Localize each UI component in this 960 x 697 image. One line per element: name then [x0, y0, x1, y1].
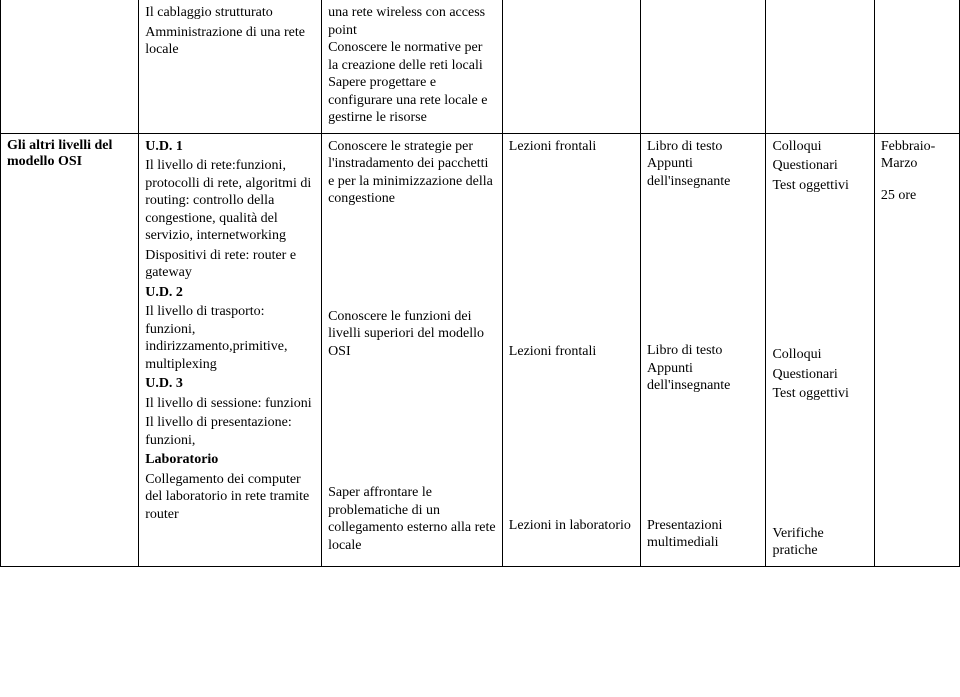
ud-body: Collegamento dei computer del laboratori… [145, 471, 315, 524]
material-block: Libro di testo Appunti dell'insegnante [647, 138, 759, 191]
ud-heading: U.D. 2 [145, 285, 183, 300]
cell-objectives-cont: una rete wireless con access point Conos… [322, 0, 503, 133]
cell-objectives: Conoscere le strategie per l'instradamen… [322, 133, 503, 566]
eval-line: Test oggettivi [772, 385, 867, 403]
eval-line: Colloqui [772, 346, 867, 364]
content-line: Amministrazione di una rete locale [145, 24, 315, 59]
cell-contents-cont: Il cablaggio strutturato Amministrazione… [139, 0, 322, 133]
cell-topic: Gli altri livelli del modello OSI [1, 133, 139, 566]
cell-methods: Lezioni frontali Lezioni frontali Lezion… [502, 133, 640, 566]
ud-body: Il livello di rete:funzioni, protocolli … [145, 157, 315, 245]
ud-body: Il livello di presentazione: funzioni, [145, 414, 315, 449]
topic-title: Gli altri livelli del modello OSI [7, 138, 112, 169]
curriculum-table: Il cablaggio strutturato Amministrazione… [0, 0, 960, 567]
eval-line: Questionari [772, 366, 867, 384]
objective-block: Conoscere le strategie per l'instradamen… [328, 138, 496, 208]
cell-contents: U.D. 1 Il livello di rete:funzioni, prot… [139, 133, 322, 566]
material-block: Libro di testo Appunti dell'insegnante [647, 342, 759, 395]
ud-body: Il livello di trasporto: funzioni, indir… [145, 303, 315, 373]
ud-heading: U.D. 3 [145, 376, 183, 391]
eval-line: Test oggettivi [772, 177, 867, 195]
cell-period: Febbraio-Marzo 25 ore [874, 133, 959, 566]
content-line: Il cablaggio strutturato [145, 4, 315, 22]
lab-heading: Laboratorio [145, 452, 218, 467]
cell-empty [641, 0, 766, 133]
table-row: Gli altri livelli del modello OSI U.D. 1… [1, 133, 960, 566]
material-block: Presentazioni multimediali [647, 517, 759, 552]
cell-empty [502, 0, 640, 133]
cell-evaluation: Colloqui Questionari Test oggettivi Coll… [766, 133, 874, 566]
method-block: Lezioni in laboratorio [509, 517, 634, 535]
method-block: Lezioni frontali [509, 138, 634, 156]
cell-topic-cont [1, 0, 139, 133]
cell-empty [874, 0, 959, 133]
eval-line: Questionari [772, 157, 867, 175]
ud-body: Dispositivi di rete: router e gateway [145, 247, 315, 282]
cell-empty [766, 0, 874, 133]
table-row: Il cablaggio strutturato Amministrazione… [1, 0, 960, 133]
period-text: Febbraio-Marzo [881, 138, 953, 173]
hours-text: 25 ore [881, 187, 953, 205]
eval-line: Colloqui [772, 138, 867, 156]
ud-body: Il livello di sessione: funzioni [145, 395, 315, 413]
objective-block: Saper affrontare le problematiche di un … [328, 484, 496, 554]
objective-block: Conoscere le funzioni dei livelli superi… [328, 308, 496, 361]
cell-materials: Libro di testo Appunti dell'insegnante L… [641, 133, 766, 566]
ud-heading: U.D. 1 [145, 139, 183, 154]
objectives-text: una rete wireless con access point Conos… [328, 4, 496, 127]
eval-line: Verifiche pratiche [772, 525, 867, 560]
method-block: Lezioni frontali [509, 343, 634, 361]
